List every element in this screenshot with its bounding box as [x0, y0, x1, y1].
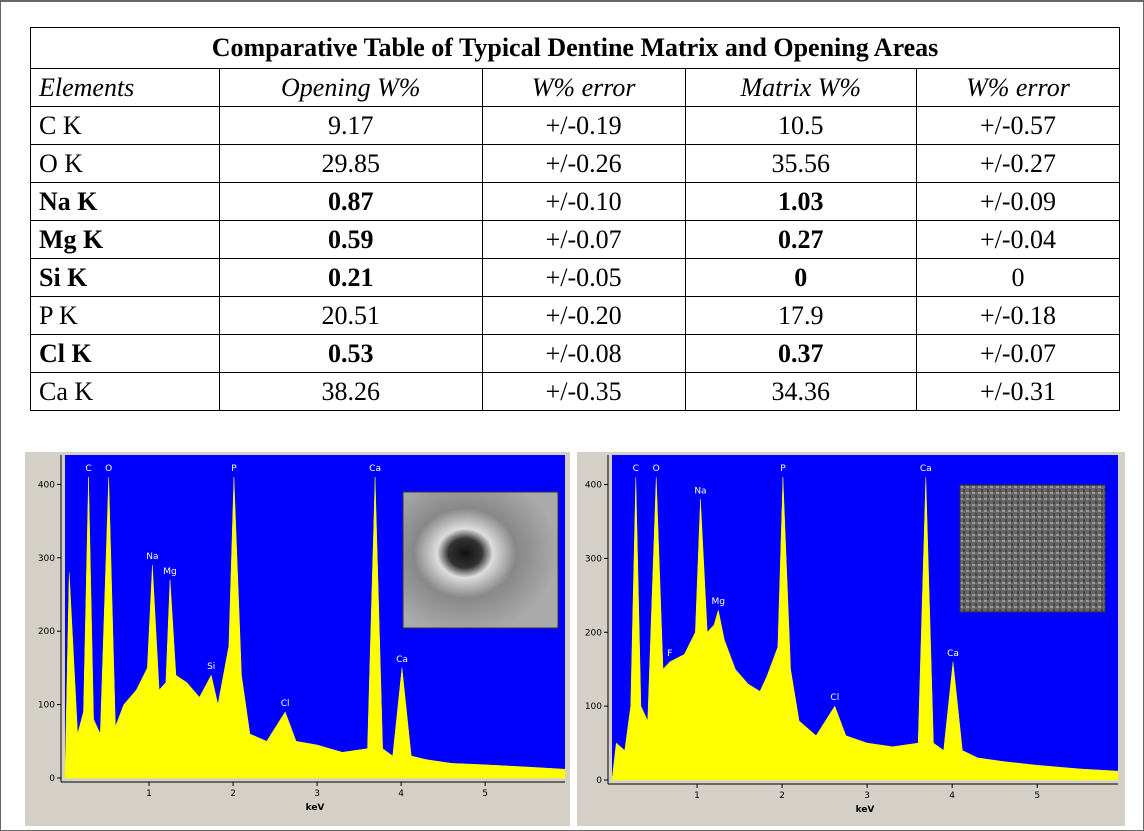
peak-label: Mg	[712, 597, 725, 607]
peak-label: Na	[694, 486, 706, 496]
spectrum-area	[64, 477, 566, 779]
peak-label: Si	[207, 662, 215, 672]
peak-label: O	[105, 464, 112, 474]
y-tick-label: 400	[585, 481, 602, 491]
x-axis-label: keV	[856, 805, 875, 815]
column-header: Elements	[30, 68, 220, 107]
table-row: O K 29.85 +/-0.26 35.56 +/-0.27	[30, 144, 1121, 183]
peak-label: C	[85, 464, 91, 474]
x-tick-label: 1	[146, 789, 152, 799]
table-cell: +/-0.35	[481, 372, 686, 411]
x-tick-label: 2	[779, 791, 785, 801]
table-cell: 35.56	[684, 144, 917, 183]
peak-label: P	[780, 464, 786, 474]
y-tick-label: 300	[585, 554, 602, 564]
peak-label: Ca	[396, 655, 408, 665]
table-cell: C K	[30, 106, 220, 145]
data-table: Comparative Table of Typical Dentine Mat…	[30, 27, 1121, 411]
table-cell: O K	[30, 144, 220, 183]
peak-label: Ca	[920, 464, 932, 474]
table-cell: 38.26	[218, 372, 483, 411]
sem-image	[959, 484, 1106, 613]
x-tick-label: 4	[949, 791, 955, 801]
table-cell: +/-0.05	[481, 258, 686, 297]
table-cell: 0	[915, 258, 1121, 297]
table-cell: Cl K	[30, 334, 220, 373]
y-tick-label: 200	[585, 628, 602, 638]
x-tick-label: 3	[314, 789, 320, 799]
y-tick-label: 0	[49, 774, 55, 784]
column-header: Matrix W%	[684, 68, 917, 107]
column-header: Opening W%	[218, 68, 483, 107]
table-cell: +/-0.20	[481, 296, 686, 335]
peak-label: F	[667, 649, 672, 659]
table-cell: 0.27	[684, 220, 917, 259]
table-cell: 0.59	[218, 220, 483, 259]
y-tick-label: 100	[38, 701, 55, 711]
table-cell: 29.85	[218, 144, 483, 183]
table-cell: +/-0.19	[481, 106, 686, 145]
peak-label: Ca	[369, 464, 381, 474]
table-cell: +/-0.57	[915, 106, 1121, 145]
peak-label: Mg	[163, 567, 176, 577]
column-header: W% error	[481, 68, 686, 107]
y-tick-label: 100	[585, 702, 602, 712]
x-tick-label: 5	[1034, 791, 1040, 801]
table-cell: Si K	[30, 258, 220, 297]
table-cell: +/-0.08	[481, 334, 686, 373]
table-cell: +/-0.07	[915, 334, 1121, 373]
table-cell: +/-0.09	[915, 182, 1121, 221]
table-cell: 34.36	[684, 372, 917, 411]
y-tick-label: 200	[38, 627, 55, 637]
x-tick-label: 5	[482, 789, 488, 799]
table-cell: 0.53	[218, 334, 483, 373]
y-tick-label: 300	[38, 554, 55, 564]
table-row: Ca K 38.26 +/-0.35 34.36 +/-0.31	[30, 372, 1121, 411]
peak-label: Cl	[830, 693, 839, 703]
peak-label: C	[633, 464, 639, 474]
peak-label: Na	[146, 552, 158, 562]
table-row: Cl K 0.53 +/-0.08 0.37 +/-0.07	[30, 334, 1121, 373]
table-cell: Mg K	[30, 220, 220, 259]
sem-image	[402, 491, 559, 629]
table-cell: +/-0.31	[915, 372, 1121, 411]
table-row: P K 20.51 +/-0.20 17.9 +/-0.18	[30, 296, 1121, 335]
table-cell: 17.9	[684, 296, 917, 335]
x-axis-label: keV	[306, 803, 325, 813]
spectrum-area	[611, 477, 1119, 781]
x-tick-label: 1	[694, 791, 700, 801]
peak-label: Ca	[947, 649, 959, 659]
x-tick-label: 4	[398, 789, 404, 799]
table-cell: 1.03	[684, 182, 917, 221]
peak-label: P	[231, 464, 237, 474]
peak-label: Cl	[281, 699, 290, 709]
table-cell: 0.37	[684, 334, 917, 373]
table-row: C K 9.17 +/-0.19 10.5 +/-0.57	[30, 106, 1121, 145]
table-cell: P K	[30, 296, 220, 335]
y-tick-label: 400	[38, 480, 55, 490]
x-tick-label: 3	[864, 791, 870, 801]
table-cell: 0.21	[218, 258, 483, 297]
table-cell: Ca K	[30, 372, 220, 411]
y-tick-label: 0	[596, 776, 602, 786]
x-tick-label: 2	[230, 789, 236, 799]
peak-label: O	[653, 464, 660, 474]
